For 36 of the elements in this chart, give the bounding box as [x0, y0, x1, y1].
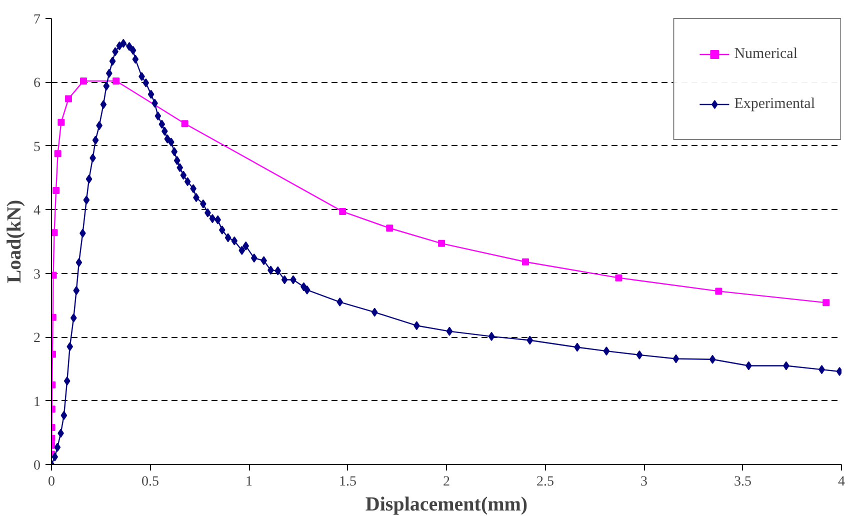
point [715, 288, 722, 295]
x-tick-label: 2 [443, 474, 450, 490]
x-tick-label: 1.5 [339, 474, 356, 490]
point [54, 150, 62, 158]
y-tick-label: 2 [34, 331, 40, 346]
point [64, 95, 72, 102]
x-tick-label: 3 [640, 474, 648, 490]
point [438, 240, 446, 247]
x-tick-label: 0 [48, 474, 55, 490]
point [52, 187, 60, 194]
point [181, 120, 188, 128]
point [58, 118, 65, 126]
x-tick-label: 4 [838, 474, 845, 490]
x-axis-title: Displacement(mm) [365, 494, 528, 516]
y-axis-title: Load(kN) [4, 200, 26, 284]
point [522, 258, 529, 266]
y-tick-label: 3 [34, 267, 40, 282]
y-tick-label: 1 [34, 394, 40, 410]
y-tick-label: 7 [34, 12, 40, 28]
x-tick-label: 3.5 [734, 474, 752, 490]
y-tick-label: 6 [34, 76, 40, 92]
point [822, 299, 830, 306]
legend-label: Numerical [734, 46, 798, 62]
y-tick-label: 0 [34, 458, 40, 474]
point [386, 224, 394, 232]
x-tick-label: 0.5 [142, 474, 159, 490]
legend-label: Experimental [734, 96, 815, 112]
point [80, 77, 87, 84]
x-tick-label: 1 [246, 474, 252, 490]
x-tick-label: 2.5 [536, 474, 554, 490]
point [112, 77, 120, 84]
y-tick-label: 5 [34, 140, 40, 155]
point [52, 229, 58, 236]
point [615, 274, 622, 282]
y-tick-label: 4 [34, 204, 40, 219]
point [339, 208, 346, 216]
